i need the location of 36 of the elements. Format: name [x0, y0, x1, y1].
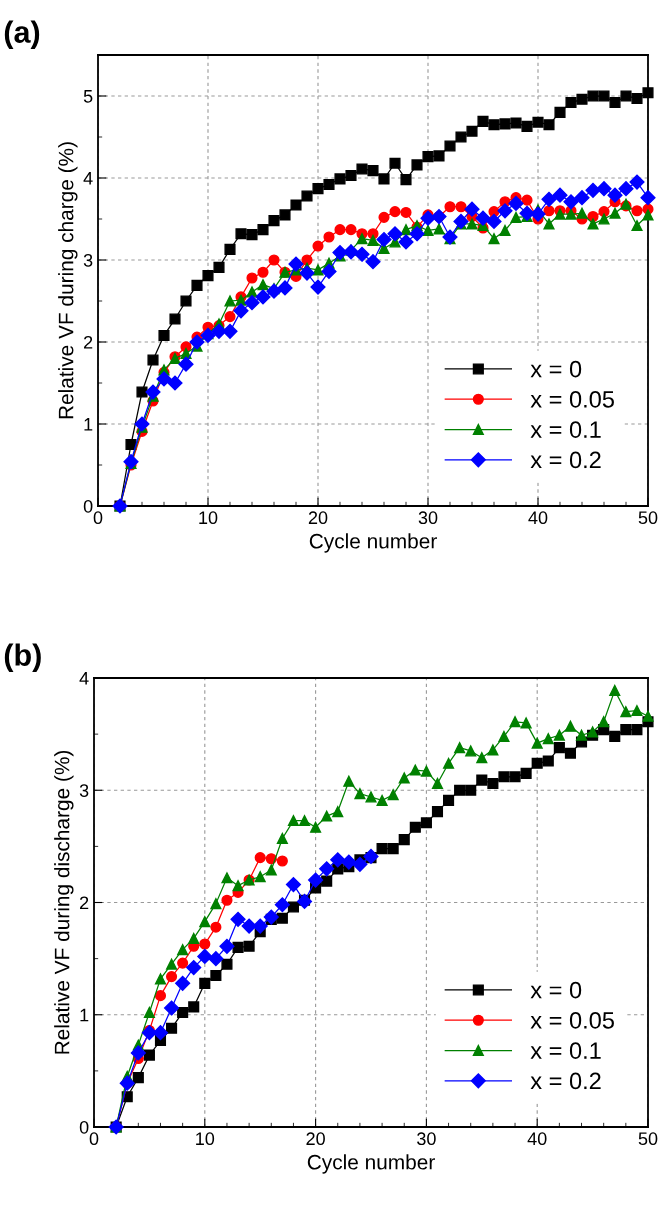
x-axis-title: Cycle number	[309, 533, 437, 553]
x-tick-label: 30	[418, 511, 438, 525]
x-tick-label: 50	[638, 511, 658, 525]
y-tick-label: 0	[83, 499, 93, 513]
legend-label: x = 0	[530, 360, 582, 378]
legend-label: x = 0	[530, 981, 582, 999]
x-axis-title: Cycle number	[307, 1154, 435, 1174]
y-tick-label: 2	[80, 896, 89, 910]
y-axis-title: Relative VF during charge (%)	[58, 142, 78, 419]
legend-label: x = 0.1	[530, 1042, 601, 1059]
y-tick-label: 4	[83, 172, 93, 185]
x-tick-label: 20	[306, 1132, 325, 1146]
y-tick-label: 2	[84, 335, 93, 349]
y-tick-label: 0	[79, 1120, 89, 1134]
text: (b)	[4, 643, 41, 672]
x-tick-label: 10	[196, 1132, 215, 1146]
y-tick-label: 1	[80, 1008, 89, 1022]
x-tick-label: 20	[308, 511, 328, 525]
x-tick-label: 40	[527, 1132, 547, 1146]
legend-label: x = 0.05	[530, 391, 614, 408]
y-tick-label: 5	[83, 90, 93, 103]
y-axis-title: Relative VF during discharge (%)	[54, 750, 74, 1054]
x-tick-label: 10	[199, 511, 218, 525]
x-tick-label: 0	[93, 511, 103, 525]
y-tick-label: 3	[83, 253, 93, 267]
y-tick-label: 4	[79, 672, 89, 685]
text: (a)	[4, 20, 40, 49]
x-tick-label: 30	[417, 1132, 436, 1146]
legend-label: x = 0.2	[530, 1072, 601, 1090]
y-tick-label: 3	[79, 784, 89, 797]
x-tick-label: 50	[638, 1132, 658, 1146]
x-tick-label: 40	[528, 511, 548, 525]
legend-label: x = 0.1	[530, 421, 601, 438]
y-tick-label: 1	[84, 418, 93, 431]
legend-label: x = 0.2	[530, 451, 601, 469]
legend-label: x = 0.05	[530, 1012, 614, 1029]
